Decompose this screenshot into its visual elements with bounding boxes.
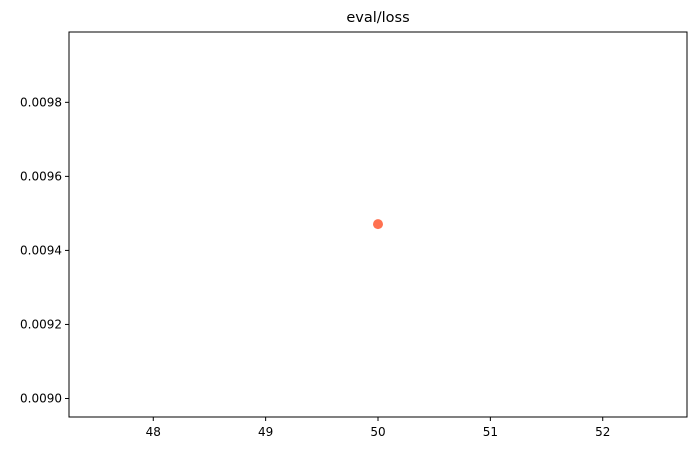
- x-tick-label: 52: [595, 425, 610, 439]
- y-tick-label: 0.0096: [20, 169, 62, 183]
- x-tick-label: 50: [370, 425, 385, 439]
- x-tick-label: 49: [258, 425, 273, 439]
- data-points: [373, 219, 383, 230]
- y-tick-label: 0.0094: [20, 243, 62, 257]
- data-point: [373, 219, 383, 230]
- y-tick-label: 0.0098: [20, 95, 62, 109]
- x-tick-label: 51: [483, 425, 498, 439]
- y-tick-label: 0.0092: [20, 317, 62, 331]
- plot-area-frame: [68, 31, 688, 418]
- y-tick-label: 0.0090: [20, 391, 62, 405]
- chart-title: eval/loss: [346, 10, 409, 26]
- x-tick-label: 48: [146, 425, 161, 439]
- y-axis: 0.0090 0.0092 0.0094 0.0096 0.0098: [20, 95, 69, 405]
- x-axis: 48 49 50 51 52: [146, 417, 610, 439]
